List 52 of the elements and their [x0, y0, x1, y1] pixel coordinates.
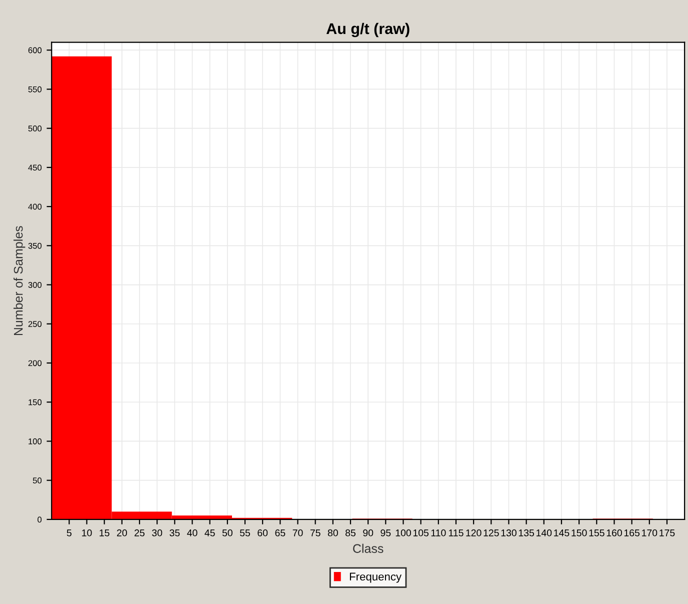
- x-tick-label: 25: [134, 529, 145, 536]
- x-tick-label: 45: [204, 530, 215, 536]
- x-tick-label: 80: [328, 529, 338, 536]
- x-tick-label: 15: [100, 530, 110, 536]
- y-tick-label: 0: [38, 516, 42, 523]
- x-tick-label: 70: [292, 529, 303, 536]
- x-tick-label: 105: [413, 529, 429, 536]
- y-tick-label: 50: [32, 478, 42, 484]
- x-tick-label: 130: [501, 529, 516, 536]
- y-tick-label: 550: [28, 86, 42, 92]
- y-tick-label: 200: [28, 360, 42, 366]
- y-tick-label: 600: [28, 47, 42, 54]
- y-tick-label: 100: [28, 438, 42, 444]
- x-tick-label: 65: [275, 529, 286, 536]
- chart-title: Au g/t (raw): [326, 22, 410, 38]
- x-tick-label: 155: [589, 530, 604, 536]
- x-tick-label: 115: [448, 530, 464, 536]
- y-tick-label: 350: [28, 242, 42, 249]
- y-axis-title: Number of Samples: [14, 226, 26, 336]
- y-tick-label: 450: [28, 164, 42, 171]
- x-tick-label: 125: [484, 529, 499, 536]
- y-tick-label: 400: [28, 204, 42, 210]
- legend-label: Frequency: [350, 572, 402, 583]
- x-tick-label: 140: [536, 529, 552, 536]
- x-tick-label: 110: [431, 529, 446, 536]
- x-tick-label: 170: [642, 529, 658, 536]
- y-tick-label: 150: [28, 399, 42, 406]
- x-tick-label: 75: [310, 530, 320, 536]
- x-tick-label: 100: [396, 529, 411, 536]
- x-tick-label: 35: [170, 529, 180, 536]
- x-tick-label: 60: [258, 529, 268, 536]
- x-tick-label: 40: [187, 529, 198, 536]
- x-tick-label: 95: [380, 529, 391, 536]
- y-tick-label: 500: [28, 126, 42, 132]
- x-tick-label: 90: [363, 529, 374, 536]
- y-tick-label: 250: [28, 321, 42, 327]
- x-tick-label: 30: [152, 529, 162, 536]
- x-tick-label: 165: [624, 529, 640, 536]
- x-tick-label: 10: [82, 529, 92, 536]
- x-tick-label: 85: [346, 529, 356, 536]
- x-axis-title: Class: [353, 544, 384, 553]
- x-tick-label: 55: [240, 530, 250, 536]
- x-tick-label: 175: [660, 530, 675, 536]
- x-tick-label: 150: [572, 529, 587, 536]
- x-tick-label: 120: [466, 529, 482, 536]
- x-tick-label: 20: [117, 529, 127, 536]
- x-tick-label: 5: [66, 530, 72, 536]
- x-tick-label: 50: [222, 529, 232, 536]
- x-tick-label: 160: [606, 529, 622, 536]
- x-tick-label: 145: [554, 530, 570, 536]
- x-tick-label: 135: [518, 529, 534, 536]
- y-tick-label: 300: [28, 282, 42, 288]
